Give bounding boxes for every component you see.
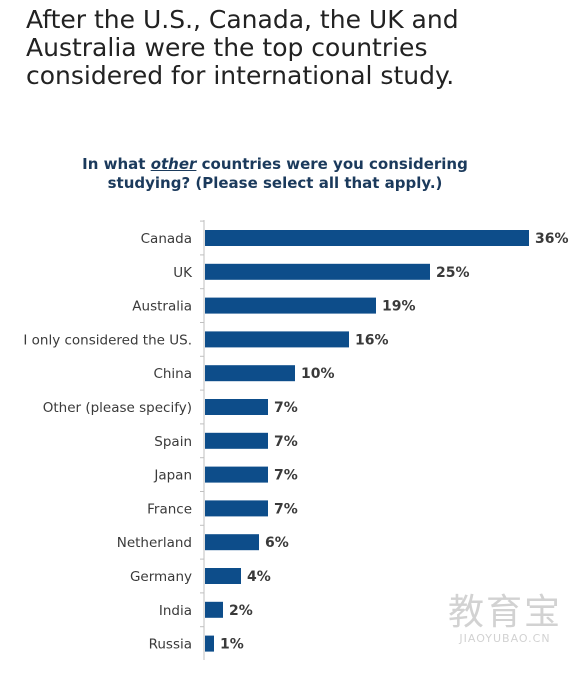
category-label: Japan bbox=[153, 468, 192, 484]
bar bbox=[205, 263, 430, 280]
value-label: 4% bbox=[247, 569, 271, 585]
survey-question: In what other countries were you conside… bbox=[40, 155, 510, 193]
bar bbox=[205, 432, 268, 449]
value-label: 6% bbox=[265, 535, 289, 551]
bar bbox=[205, 500, 268, 517]
question-emphasis: other bbox=[150, 155, 197, 173]
bar bbox=[205, 601, 223, 618]
headline: After the U.S., Canada, the UK and Austr… bbox=[26, 5, 459, 90]
value-label: 19% bbox=[382, 299, 416, 315]
bar bbox=[205, 534, 259, 551]
watermark-logo-text: 教育宝 bbox=[447, 592, 562, 633]
bar-chart: Canada 36% UK 25% Australia 19% I only conside… bbox=[23, 220, 569, 660]
value-label: 2% bbox=[229, 603, 253, 619]
category-label: France bbox=[147, 501, 192, 517]
category-label: China bbox=[153, 366, 192, 382]
question-prefix: In what bbox=[82, 155, 151, 173]
value-label: 7% bbox=[274, 501, 298, 517]
category-label: Russia bbox=[149, 637, 192, 653]
bar bbox=[205, 399, 268, 415]
category-label: Australia bbox=[132, 299, 192, 315]
value-label: 25% bbox=[436, 265, 470, 281]
category-label: India bbox=[159, 603, 192, 619]
bar bbox=[205, 230, 529, 246]
value-label: 7% bbox=[274, 468, 298, 484]
value-label: 7% bbox=[274, 400, 298, 416]
category-label: Netherland bbox=[117, 535, 192, 551]
category-label: Other (please specify) bbox=[43, 400, 192, 416]
value-label: 1% bbox=[220, 637, 244, 653]
bar bbox=[205, 568, 241, 584]
bar bbox=[205, 297, 376, 314]
value-label: 7% bbox=[274, 434, 298, 450]
category-label: Germany bbox=[130, 569, 192, 585]
category-label: UK bbox=[173, 265, 193, 281]
bar bbox=[205, 365, 295, 382]
watermark-url: JIAOYUBAO.CN bbox=[459, 632, 551, 645]
category-label: Canada bbox=[141, 231, 192, 247]
bar bbox=[205, 466, 268, 483]
bar bbox=[205, 635, 214, 652]
question-suffix: countries were you considering studying?… bbox=[107, 155, 468, 192]
category-label: I only considered the US. bbox=[23, 332, 192, 348]
value-label: 10% bbox=[301, 366, 335, 382]
value-label: 36% bbox=[535, 231, 569, 247]
value-label: 16% bbox=[355, 332, 389, 348]
watermark: 教育宝 JIAOYUBAO.CN bbox=[447, 592, 562, 646]
category-label: Spain bbox=[154, 434, 192, 450]
bar bbox=[205, 331, 349, 348]
